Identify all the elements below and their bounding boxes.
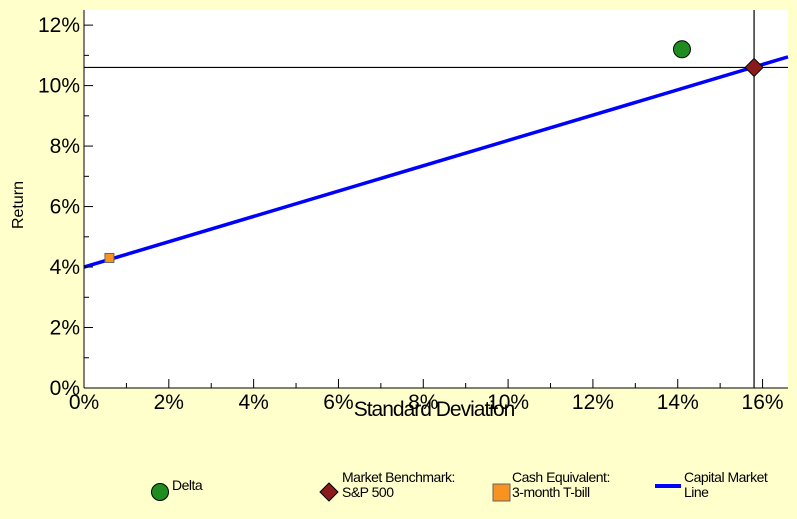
x-tick-label: 12% (572, 391, 614, 414)
legend-label: Line (684, 484, 709, 500)
legend-label: Delta (172, 477, 203, 493)
y-axis-title: Return (10, 181, 27, 229)
x-tick-label: 4% (238, 391, 268, 414)
y-tick-label: 12% (38, 14, 80, 37)
capital-market-line (83, 55, 789, 269)
data-point-diamond (744, 57, 764, 78)
y-tick-label: 6% (50, 196, 80, 219)
y-tick-label: 10% (38, 75, 80, 98)
data-points (104, 40, 764, 263)
x-tick-label: 10% (487, 391, 529, 414)
y-tick-label: 4% (50, 256, 80, 279)
legend-label: Cash Equivalent: (512, 469, 610, 485)
y-tick-label: 2% (50, 317, 80, 340)
x-tick-label: 16% (742, 391, 784, 414)
plot-area (84, 10, 788, 388)
x-tick-label: 2% (154, 391, 184, 414)
legend-swatch-square (492, 483, 511, 502)
legend-label: 3-month T-bill (512, 484, 590, 500)
y-tick-label: 0% (50, 377, 80, 400)
legend-label: Market Benchmark: (342, 469, 455, 485)
ticks: 0% 2% 4% 6% 8% 10% 12% 14% 16% 0% 2% 4% 6% 8% 10% 12% (38, 14, 784, 414)
x-tick-label: 0% (69, 391, 99, 414)
x-axis-title: Standard Deviation (354, 398, 515, 421)
legend-label: S&P 500 (342, 484, 394, 500)
legend-label: Capital Market (684, 469, 768, 485)
x-tick-label: 8% (408, 391, 438, 414)
legend-swatch-circle (151, 483, 169, 501)
legend: Delta Market Benchmark:S&P 500 Cash Equiva… (151, 469, 768, 502)
axes (83, 10, 788, 389)
legend-swatch-diamond (319, 482, 339, 502)
y-tick-label: 8% (50, 135, 80, 158)
x-tick-label: 14% (657, 391, 699, 414)
data-point-square (104, 252, 115, 263)
data-point-circle (672, 40, 691, 59)
x-tick-label: 6% (323, 391, 353, 414)
capital-market-line-layer (83, 55, 789, 269)
